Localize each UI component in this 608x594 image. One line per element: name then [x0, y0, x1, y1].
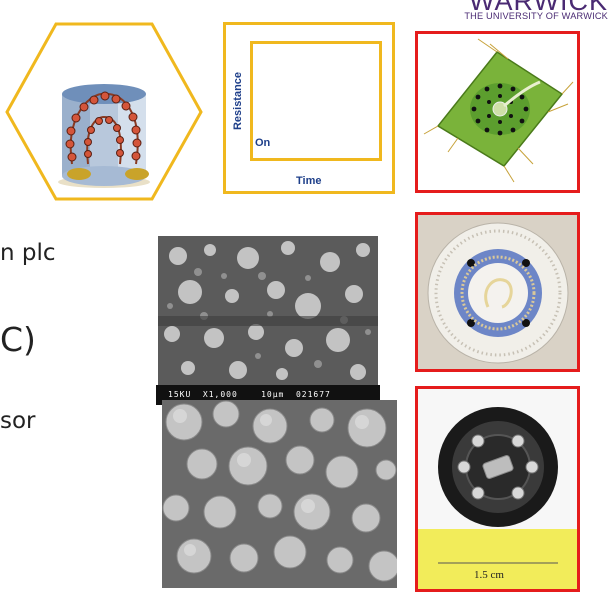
university-logo-subtitle: THE UNIVERSITY OF WARWICK: [464, 11, 608, 21]
body-text-line-3: sor: [0, 408, 36, 434]
plot-x-axis-label: Time: [296, 175, 322, 187]
microchip-sensor-photo: [415, 31, 580, 193]
plot-on-label: On: [255, 137, 271, 149]
resistance-switching-plot: Resistance On Time: [223, 22, 395, 194]
sem-micrograph-bottom: [162, 400, 397, 588]
university-logo-wordmark: WARWICK: [469, 0, 608, 16]
sem-micrograph-top: [158, 236, 378, 386]
plot-y-axis-label: Resistance: [232, 71, 244, 131]
scale-label: 1.5 cm: [474, 569, 504, 581]
sem-info-text: 15KU X1,000 10µm 021677: [168, 390, 331, 399]
body-text-line-2: C): [0, 320, 36, 359]
polymer-hexagon-illustration: [5, 22, 203, 201]
switching-waveform: [250, 41, 382, 161]
disk-sensor-photo: [415, 212, 580, 372]
sensor-housing-photo: 1.5 cm: [415, 386, 580, 592]
body-text-line-1: n plc: [0, 240, 56, 266]
